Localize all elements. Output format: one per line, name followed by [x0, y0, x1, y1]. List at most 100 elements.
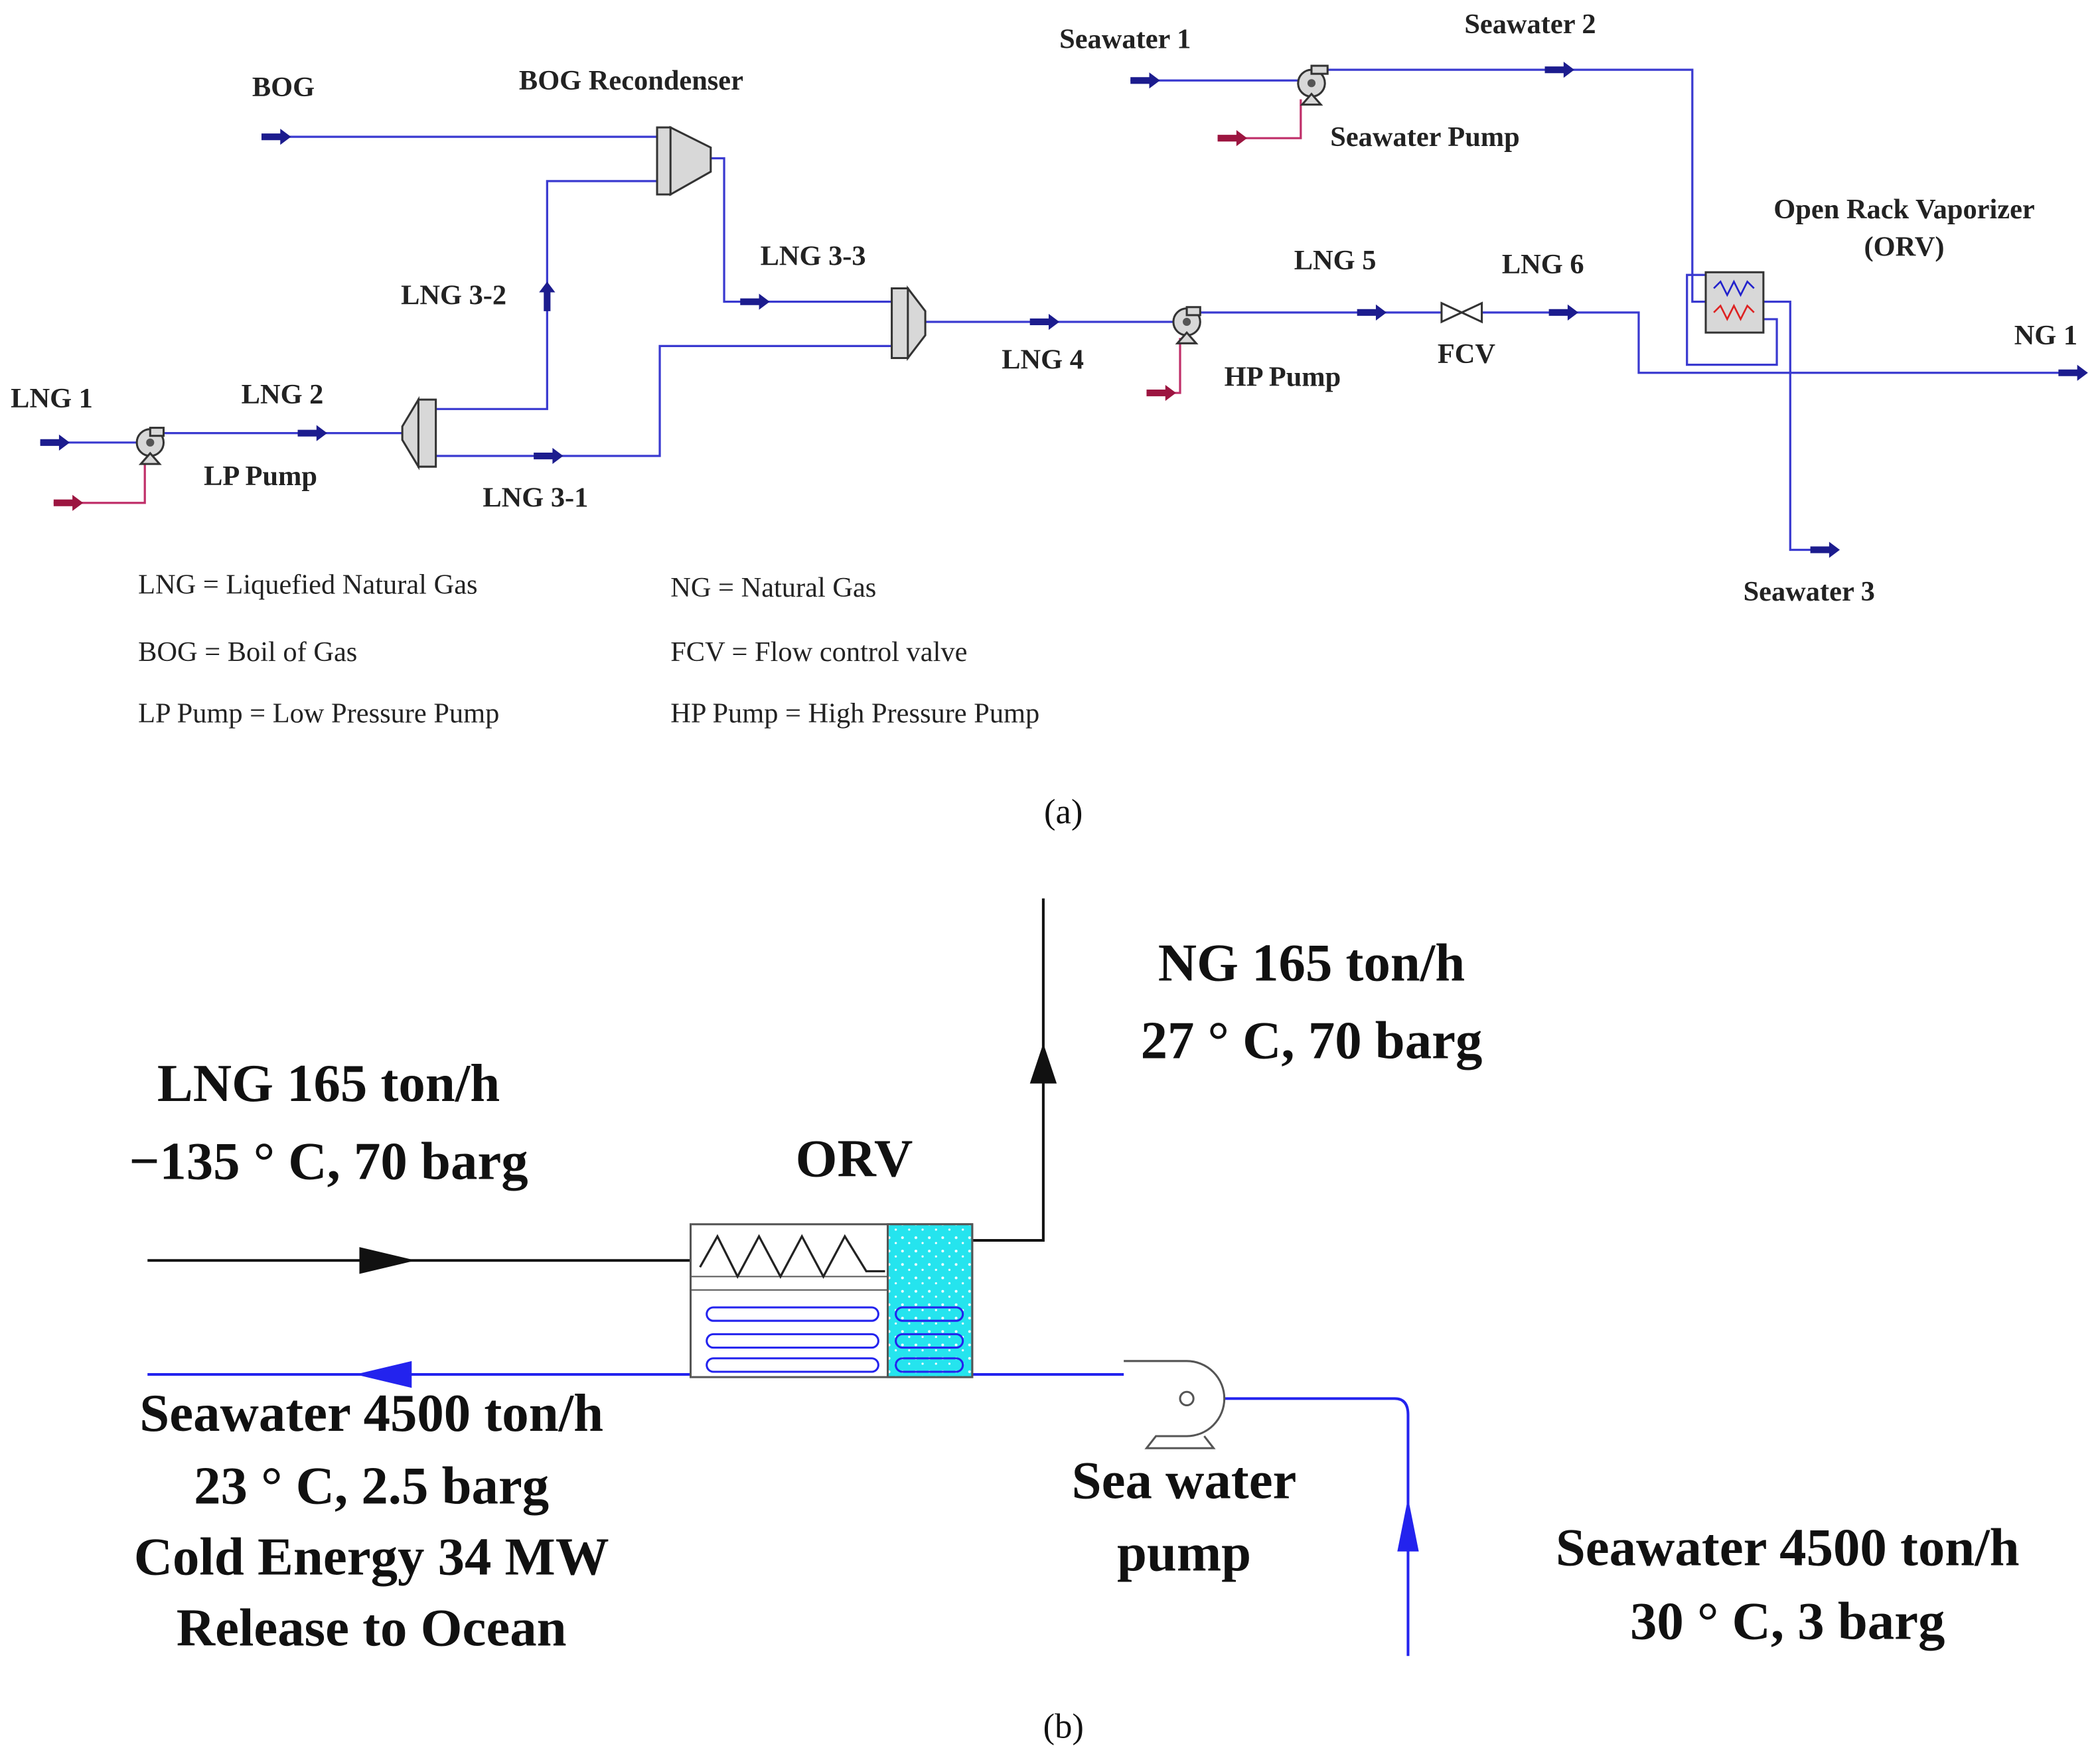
panel-b-lines — [1187, 1397, 1410, 1656]
equipment — [1183, 317, 1191, 327]
caption: (b) — [1043, 1707, 1084, 1745]
stream-arrows — [539, 281, 556, 311]
panel-a-lines — [1217, 99, 1302, 139]
legend-entry: BOG = Boil of Gas — [138, 636, 357, 668]
orv-unit — [706, 1357, 879, 1373]
label: LNG 165 ton/h — [157, 1054, 500, 1113]
panel-b-lines — [355, 1360, 412, 1388]
label: NG 165 ton/h — [1158, 933, 1465, 992]
label: 23 ° C, 2.5 barg — [194, 1456, 549, 1515]
label: Seawater 4500 ton/h — [1556, 1518, 2020, 1577]
stream-arrows — [40, 434, 70, 451]
panel-a-lines — [710, 157, 892, 303]
legend-entry: LP Pump = Low Pressure Pump — [138, 698, 499, 729]
panel-b-lines — [1397, 1497, 1419, 1552]
label: LNG 4 — [1002, 344, 1084, 375]
equipment — [138, 451, 162, 465]
legend-entry: HP Pump = High Pressure Pump — [670, 698, 1039, 729]
stream-arrows — [261, 129, 291, 145]
label: Seawater 3 — [1744, 576, 1875, 607]
panel-a-lines — [40, 68, 2072, 551]
orv-unit — [706, 1306, 879, 1322]
label: LNG 1 — [11, 383, 93, 414]
legend-entry: NG = Natural Gas — [670, 572, 876, 603]
label: LNG 2 — [242, 379, 324, 410]
equipment — [1440, 301, 1483, 324]
label: LNG 3-1 — [483, 482, 588, 513]
panel-b-lines — [972, 898, 1045, 1242]
label: LP Pump — [204, 461, 317, 492]
label: (ORV) — [1864, 232, 1945, 263]
label: LNG 3-2 — [401, 279, 506, 311]
orv-unit — [895, 1357, 964, 1373]
orv-unit — [706, 1333, 879, 1349]
equipment — [1297, 64, 1329, 106]
equipment — [1172, 306, 1201, 344]
panel-a-lines — [1763, 301, 1824, 551]
stream-arrows — [1130, 72, 1160, 89]
label: NG 1 — [2014, 320, 2077, 351]
panel-b-lines — [359, 1247, 416, 1274]
equipment — [135, 427, 165, 465]
equipment — [1175, 330, 1199, 344]
stream-arrows — [1029, 313, 1060, 330]
stream-arrows — [297, 425, 327, 441]
panel-b-lines — [1029, 1043, 1057, 1084]
panel-a-lines — [1327, 68, 1706, 303]
label: HP Pump — [1225, 362, 1341, 393]
equipment — [146, 438, 155, 447]
equipment — [401, 396, 437, 471]
stream-arrows — [1548, 304, 1579, 321]
stream-arrows — [1544, 62, 1574, 78]
equipment — [1185, 306, 1201, 317]
label: 27 ° C, 70 barg — [1141, 1011, 1483, 1070]
label: Open Rack Vaporizer — [1773, 194, 2034, 225]
orv-unit — [895, 1333, 964, 1349]
equipment — [656, 125, 712, 196]
orv-unit — [690, 1223, 974, 1378]
label: LNG 6 — [1502, 249, 1584, 280]
label: LNG 3-3 — [761, 241, 866, 272]
seawater-pump — [1179, 1390, 1195, 1407]
panel-a-lines — [1686, 273, 1778, 366]
panel-a-lines — [53, 459, 146, 504]
orv-unit — [887, 1223, 974, 1378]
label: BOG Recondenser — [519, 65, 743, 96]
stream-arrows — [1810, 542, 1840, 558]
stream-arrows — [2058, 364, 2088, 381]
label: Seawater 1 — [1059, 23, 1191, 54]
seawater-pump — [1124, 1360, 1226, 1449]
label: Cold Energy 34 MW — [134, 1527, 609, 1586]
equipment — [1713, 303, 1755, 321]
equipment — [1300, 92, 1323, 106]
stream-arrows — [1217, 130, 1248, 147]
label: Seawater 2 — [1464, 9, 1596, 40]
equipment — [149, 427, 165, 437]
legend-entry: LNG = Liquefied Natural Gas — [138, 569, 477, 601]
seawater-pump — [1124, 1360, 1226, 1449]
label: Seawater 4500 ton/h — [139, 1384, 603, 1443]
caption: (a) — [1044, 793, 1083, 832]
equipment — [891, 285, 927, 362]
stream-arrows — [1146, 384, 1176, 402]
label: BOG — [252, 72, 315, 103]
panel-b-labels: NG 165 ton/h 27 ° C, 70 barg LNG 165 ton… — [129, 933, 2019, 1657]
label: ORV — [796, 1129, 913, 1188]
stream-labels: BOG BOG Recondenser Seawater 1 Seawater … — [11, 9, 2077, 607]
legend: LNG = Liquefied Natural Gas NG = Natural… — [138, 569, 1039, 729]
panel-a-lines — [1146, 338, 1181, 394]
orv-unit — [895, 1306, 964, 1322]
stream-arrows — [53, 494, 84, 511]
label: −135 ° C, 70 barg — [129, 1132, 528, 1191]
panel-a-lines — [435, 344, 892, 457]
label: 30 ° C, 3 barg — [1630, 1591, 1945, 1651]
label: FCV — [1438, 338, 1496, 370]
equipment — [1713, 279, 1755, 297]
equipment — [135, 64, 1765, 471]
legend-entry: FCV = Flow control valve — [670, 636, 967, 668]
label: pump — [1117, 1523, 1251, 1582]
stream-arrows — [534, 447, 563, 465]
